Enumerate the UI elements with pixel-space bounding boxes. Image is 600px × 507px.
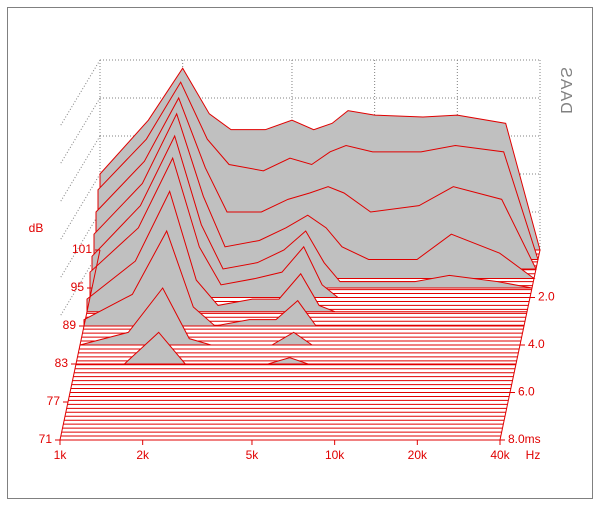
slice — [86, 190, 527, 313]
axis-line — [59, 249, 101, 441]
y-tick-label: 89 — [63, 318, 77, 332]
x-tick-label: 1k — [54, 448, 68, 462]
slice — [89, 156, 530, 298]
x-tick-label: 20k — [408, 448, 428, 462]
y-tick-label: 95 — [71, 280, 85, 294]
grid-line — [59, 211, 101, 279]
y-tick-label: 83 — [55, 356, 69, 370]
x-tick-label: 5k — [246, 448, 260, 462]
slice — [91, 134, 533, 289]
y-tick-label: 77 — [47, 394, 61, 408]
grid-line — [59, 135, 101, 203]
x-axis-label: Hz — [526, 448, 541, 462]
y-tick-label: 71 — [39, 432, 53, 446]
slice — [79, 287, 520, 346]
y-tick-label: 101 — [72, 242, 92, 256]
grid-line — [59, 59, 101, 127]
t-tick-label: 4.0 — [528, 337, 545, 351]
slice — [83, 229, 524, 327]
t-tick-label: 8.0ms — [508, 432, 541, 446]
x-tick-label: 40k — [490, 448, 510, 462]
x-tick-label: 10k — [325, 448, 345, 462]
t-tick-label: 6.0 — [518, 385, 535, 399]
grid-line — [59, 173, 101, 241]
t-tick-label: 2.0 — [538, 290, 555, 304]
grid-line — [59, 97, 101, 165]
watermark: DAAS — [557, 66, 574, 114]
slice — [76, 331, 516, 365]
y-axis-label: dB — [29, 221, 44, 235]
x-tick-label: 2k — [136, 448, 150, 462]
